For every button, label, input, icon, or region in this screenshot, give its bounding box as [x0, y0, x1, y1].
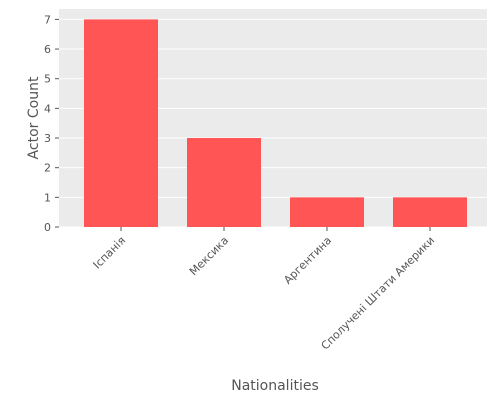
bar — [187, 138, 261, 227]
y-axis-ticks: 0 1 2 3 4 5 6 7 — [44, 13, 59, 234]
bars — [84, 19, 467, 228]
y-tick-label: 4 — [44, 102, 51, 115]
y-tick-label: 6 — [44, 43, 51, 56]
y-tick-label: 5 — [44, 73, 51, 86]
x-tick-label: Сполучені Штати Америки — [319, 234, 438, 353]
y-tick-label: 1 — [44, 191, 51, 204]
bar — [290, 197, 364, 227]
x-tick-label: Мексика — [187, 234, 231, 278]
bar — [84, 19, 158, 228]
bar — [393, 197, 467, 227]
x-tick-label: Іспанія — [91, 234, 129, 272]
x-tick-label: Аргентина — [281, 234, 334, 287]
y-tick-label: 0 — [44, 221, 51, 234]
y-tick-label: 3 — [44, 132, 51, 145]
y-tick-label: 7 — [44, 13, 51, 26]
y-axis-title: Actor Count — [26, 76, 42, 159]
y-tick-label: 2 — [44, 162, 51, 175]
x-axis-title: Nationalities — [231, 378, 319, 394]
